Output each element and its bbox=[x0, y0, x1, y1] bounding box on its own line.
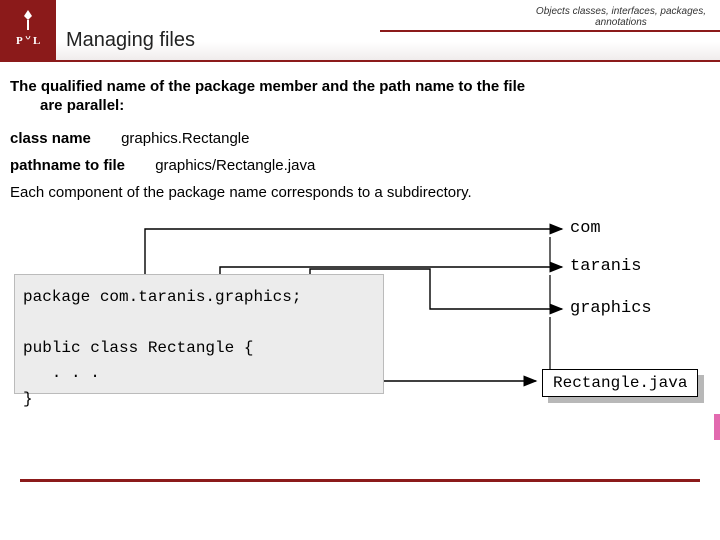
code-box: package com.taranis.graphics; public cla… bbox=[14, 274, 384, 394]
note-text: Each component of the package name corre… bbox=[10, 184, 710, 201]
crest-icon: P L bbox=[8, 6, 48, 54]
code-line3: public class Rectangle { bbox=[23, 339, 253, 357]
dir-taranis: taranis bbox=[570, 257, 641, 276]
pathname-row: pathname to file graphics/Rectangle.java bbox=[10, 157, 710, 174]
breadcrumb: Objects classes, interfaces, packages, a… bbox=[536, 6, 706, 28]
dir-com: com bbox=[570, 219, 601, 238]
intro-line1: The qualified name of the package member… bbox=[10, 78, 525, 95]
title-area: Managing files Objects classes, interfac… bbox=[56, 0, 720, 60]
slide-header: P L Managing files Objects classes, inte… bbox=[0, 0, 720, 62]
slide-content: The qualified name of the package member… bbox=[0, 62, 720, 419]
footer-rule bbox=[20, 479, 700, 482]
pathname-label: pathname to file bbox=[10, 157, 125, 174]
slide-title: Managing files bbox=[66, 29, 195, 52]
package-diagram: package com.taranis.graphics; public cla… bbox=[10, 219, 710, 419]
pink-side-tab bbox=[714, 414, 720, 440]
code-line4: . . . bbox=[23, 364, 100, 382]
dir-graphics: graphics bbox=[570, 299, 652, 318]
classname-value: graphics.Rectangle bbox=[121, 130, 249, 147]
intro-text: The qualified name of the package member… bbox=[10, 78, 710, 116]
svg-text:L: L bbox=[33, 35, 40, 47]
breadcrumb-line1: Objects classes, interfaces, packages, bbox=[536, 6, 706, 17]
file-box: Rectangle.java bbox=[542, 369, 698, 397]
breadcrumb-underline bbox=[380, 30, 720, 32]
svg-text:P: P bbox=[16, 35, 23, 47]
file-name: Rectangle.java bbox=[553, 374, 687, 392]
university-logo: P L bbox=[0, 0, 56, 60]
pathname-value: graphics/Rectangle.java bbox=[155, 157, 315, 174]
classname-label: class name bbox=[10, 130, 91, 147]
intro-line2: are parallel: bbox=[10, 97, 710, 116]
code-line1: package com.taranis.graphics; bbox=[23, 288, 301, 306]
classname-row: class name graphics.Rectangle bbox=[10, 130, 710, 147]
code-line5: } bbox=[23, 390, 33, 408]
breadcrumb-line2: annotations bbox=[595, 17, 647, 28]
